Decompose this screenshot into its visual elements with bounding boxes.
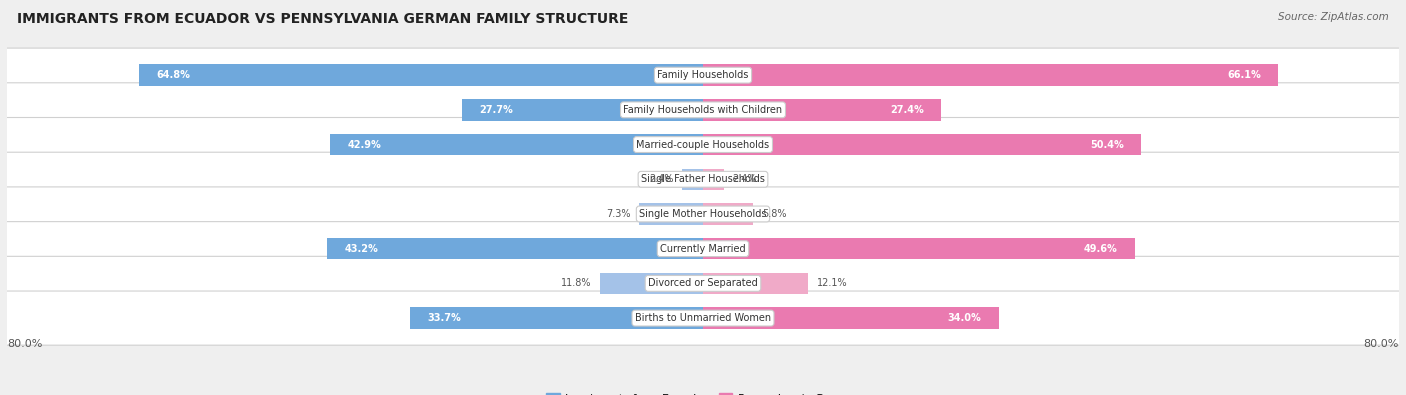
Text: 27.4%: 27.4% [890, 105, 924, 115]
Text: Single Mother Households: Single Mother Households [640, 209, 766, 219]
Bar [409, 307, 703, 329]
FancyBboxPatch shape [4, 117, 1402, 172]
Text: Source: ZipAtlas.com: Source: ZipAtlas.com [1278, 12, 1389, 22]
Bar [640, 203, 703, 225]
Legend: Immigrants from Ecuador, Pennsylvania German: Immigrants from Ecuador, Pennsylvania Ge… [541, 389, 865, 395]
Bar [703, 64, 1278, 86]
Text: Family Households with Children: Family Households with Children [623, 105, 783, 115]
Text: Single Father Households: Single Father Households [641, 174, 765, 184]
Bar [703, 169, 724, 190]
Text: 42.9%: 42.9% [347, 139, 381, 150]
FancyBboxPatch shape [4, 256, 1402, 310]
FancyBboxPatch shape [4, 83, 1402, 137]
Text: 5.8%: 5.8% [762, 209, 787, 219]
Text: 11.8%: 11.8% [561, 278, 592, 288]
Text: Family Households: Family Households [658, 70, 748, 80]
Bar [703, 203, 754, 225]
Text: Married-couple Households: Married-couple Households [637, 139, 769, 150]
Text: 43.2%: 43.2% [344, 244, 378, 254]
Text: IMMIGRANTS FROM ECUADOR VS PENNSYLVANIA GERMAN FAMILY STRUCTURE: IMMIGRANTS FROM ECUADOR VS PENNSYLVANIA … [17, 12, 628, 26]
Bar [682, 169, 703, 190]
Text: 27.7%: 27.7% [479, 105, 513, 115]
Text: 7.3%: 7.3% [606, 209, 631, 219]
Bar [600, 273, 703, 294]
Text: 12.1%: 12.1% [817, 278, 848, 288]
Bar [703, 134, 1142, 155]
FancyBboxPatch shape [4, 291, 1402, 345]
Bar [463, 99, 703, 120]
FancyBboxPatch shape [4, 222, 1402, 276]
Text: 49.6%: 49.6% [1084, 244, 1118, 254]
Text: Births to Unmarried Women: Births to Unmarried Women [636, 313, 770, 323]
FancyBboxPatch shape [4, 152, 1402, 206]
Bar [328, 238, 703, 260]
Bar [703, 238, 1135, 260]
Text: Currently Married: Currently Married [661, 244, 745, 254]
Bar [330, 134, 703, 155]
Text: 80.0%: 80.0% [1364, 339, 1399, 349]
Text: 66.1%: 66.1% [1227, 70, 1261, 80]
FancyBboxPatch shape [4, 48, 1402, 102]
Text: 80.0%: 80.0% [7, 339, 42, 349]
Bar [703, 307, 998, 329]
Text: 64.8%: 64.8% [156, 70, 191, 80]
Text: 33.7%: 33.7% [427, 313, 461, 323]
Text: 50.4%: 50.4% [1090, 139, 1123, 150]
Text: Divorced or Separated: Divorced or Separated [648, 278, 758, 288]
Bar [703, 99, 942, 120]
Bar [139, 64, 703, 86]
Text: 2.4%: 2.4% [733, 174, 756, 184]
Bar [703, 273, 808, 294]
Text: 34.0%: 34.0% [948, 313, 981, 323]
FancyBboxPatch shape [4, 187, 1402, 241]
Text: 2.4%: 2.4% [650, 174, 673, 184]
